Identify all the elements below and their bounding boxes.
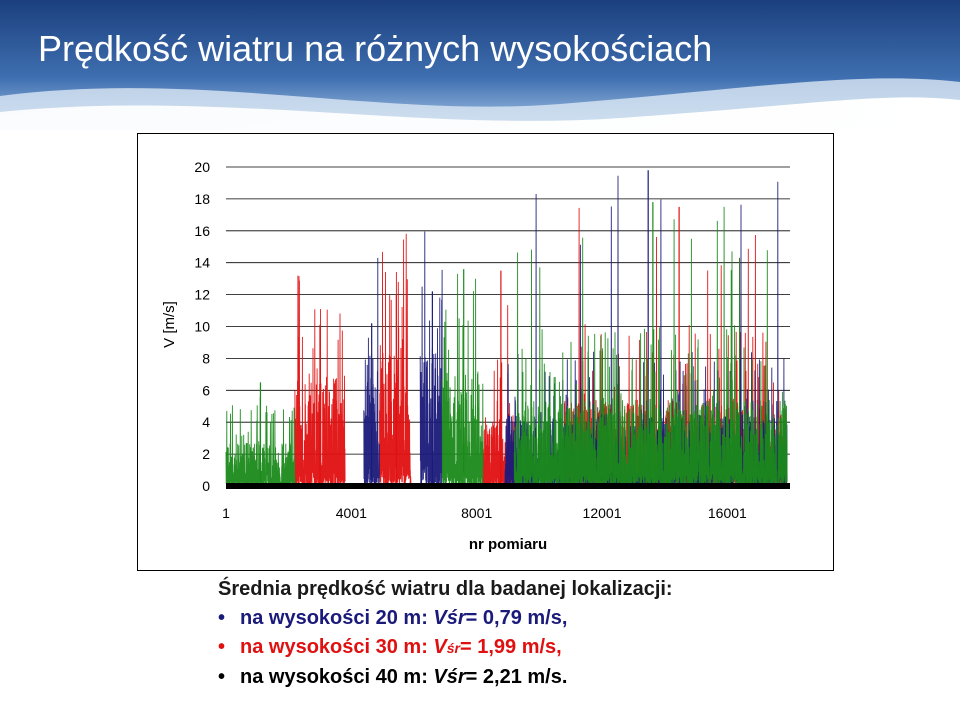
bullet-icon: • — [218, 666, 226, 688]
summary-row-30m: • na wysokości 30 m: Vśr= 1,99 m/s, — [218, 633, 673, 663]
page-title: Prędkość wiatru na różnych wysokościach — [38, 28, 713, 69]
y-axis-title: V [m/s] — [161, 301, 178, 348]
summary-block: Średnia prędkość wiatru dla badanej loka… — [218, 575, 673, 692]
row-v-subscript: śr — [446, 666, 466, 688]
series-1-segment-1 — [419, 231, 443, 487]
chart-frame: 0 2 4 6 8 10 12 14 16 18 20 V [m/s] 1 4001 8001 12001 16… — [137, 133, 834, 571]
x-tick-label: 16001 — [708, 505, 747, 521]
y-tick-label: 18 — [194, 191, 210, 207]
row-prefix: na wysokości 40 m: — [240, 666, 434, 688]
row-v-symbol: V — [433, 607, 447, 629]
banner-background — [0, 0, 960, 130]
row-value: = 2,21 m/s. — [465, 666, 568, 688]
x-tick-label: 8001 — [461, 505, 492, 521]
series-0-segment-1 — [379, 233, 412, 486]
y-tick-label: 8 — [202, 350, 210, 366]
title-banner: Prędkość wiatru na różnych wysokościach — [0, 0, 960, 130]
row-v-subscript: śr — [446, 640, 460, 656]
x-axis-title: nr pomiaru — [469, 536, 547, 553]
summary-heading: Średnia prędkość wiatru dla badanej loka… — [218, 578, 673, 600]
y-tick-label: 4 — [202, 414, 210, 430]
y-tick-label: 20 — [194, 159, 210, 175]
x-tick-label: 12001 — [583, 505, 622, 521]
row-prefix: na wysokości 30 m: — [240, 636, 434, 658]
wind-speed-chart: 0 2 4 6 8 10 12 14 16 18 20 V [m/s] 1 4001 8001 12001 16… — [161, 159, 790, 553]
y-tick-label: 2 — [202, 446, 210, 462]
summary-row-40m: • na wysokości 40 m: Vśr= 2,21 m/s. — [218, 663, 673, 692]
x-tick-label: 1 — [222, 505, 230, 521]
series-2-segment-1 — [441, 273, 484, 488]
row-v-symbol: V — [433, 636, 447, 658]
y-tick-label: 10 — [194, 319, 210, 335]
bullet-icon: • — [218, 607, 226, 629]
summary-row-20m: • na wysokości 20 m: Vśr= 0,79 m/s, — [218, 604, 673, 633]
row-v-symbol: V — [433, 666, 447, 688]
row-prefix: na wysokości 20 m: — [240, 607, 434, 629]
y-tick-label: 14 — [194, 255, 210, 271]
row-v-subscript: śr — [446, 607, 466, 629]
y-tick-label: 12 — [194, 287, 210, 303]
y-tick-label: 0 — [202, 478, 210, 494]
x-tick-label: 4001 — [336, 505, 367, 521]
series-2-segment-2 — [513, 206, 788, 488]
y-tick-label: 16 — [194, 223, 210, 239]
row-value: = 1,99 m/s, — [460, 636, 562, 658]
y-tick-label: 6 — [202, 382, 210, 398]
row-value: = 0,79 m/s, — [465, 607, 568, 629]
bullet-icon: • — [218, 636, 226, 658]
